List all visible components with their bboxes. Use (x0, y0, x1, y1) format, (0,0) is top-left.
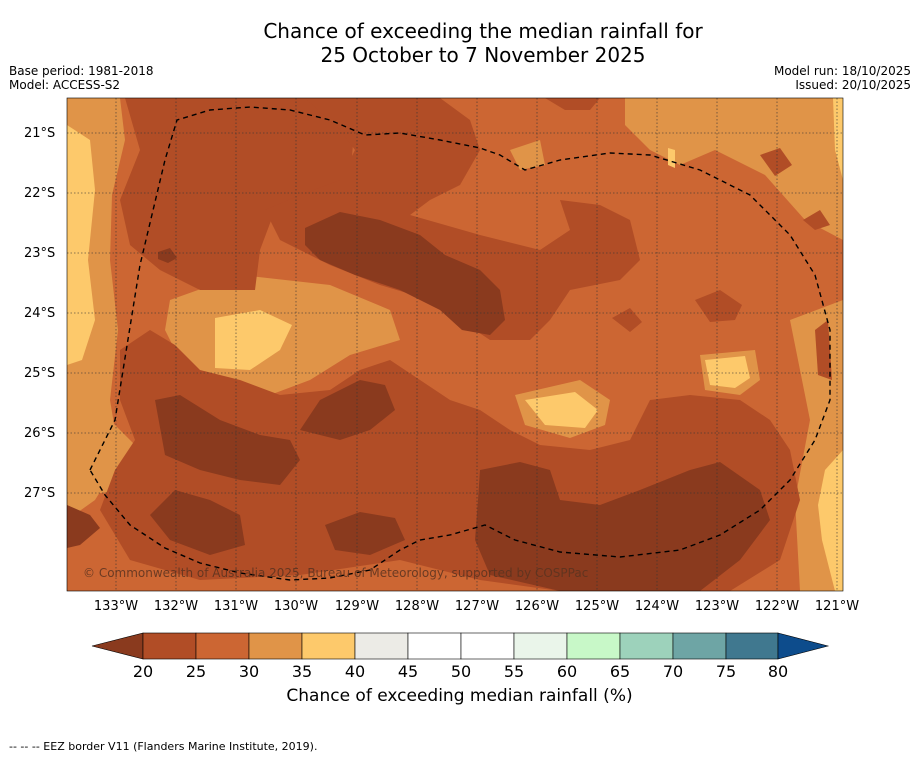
colorbar-60-65 (566, 632, 621, 660)
lat-label-23s: 23°S (24, 246, 56, 261)
lon-label-133w: 133°W (93, 599, 139, 614)
title-line-2: 25 October to 7 November 2025 (320, 43, 646, 67)
colorbar-20-25 (142, 632, 197, 660)
shade-35-40-right (705, 356, 750, 388)
lon-label-123w: 123°W (694, 599, 740, 614)
lon-label-131w: 131°W (213, 599, 259, 614)
colorbar (91, 632, 830, 660)
shade-20-25-rightedge (815, 320, 832, 380)
map-shading (67, 98, 843, 591)
shade-35-40-east (833, 98, 843, 180)
colorbar-tick-20: 20 (132, 662, 154, 681)
lon-label-132w: 132°W (153, 599, 199, 614)
shade-below-20-center (300, 380, 395, 440)
lon-label-121w: 121°W (814, 599, 860, 614)
shade-below-20-southwest (150, 490, 245, 555)
colorbar-tick-75: 75 (715, 662, 737, 681)
lon-label-128w: 128°W (394, 599, 440, 614)
shade-35-40-west (67, 125, 95, 365)
colorbar-40-45 (354, 632, 409, 660)
colorbar-below-20-arrow (91, 632, 144, 660)
colorbar-tick-25: 25 (185, 662, 207, 681)
colorbar-75-80 (725, 632, 779, 660)
colorbar-tick-60: 60 (556, 662, 578, 681)
lat-label-27s: 27°S (24, 486, 56, 501)
shade-20-25-band (265, 98, 640, 340)
lon-label-125w: 125°W (574, 599, 620, 614)
lon-label-129w: 129°W (334, 599, 380, 614)
colorbar-tick-65: 65 (609, 662, 631, 681)
shade-30-35-bay (510, 140, 545, 170)
colorbar-tick-35: 35 (291, 662, 313, 681)
lat-label-25s: 25°S (24, 366, 56, 381)
shade-20-25-rightpatch (695, 290, 742, 322)
shade-20-25-northwest (120, 98, 355, 290)
model-text: Model: ACCESS-S2 (9, 78, 121, 92)
lat-label-26s: 26°S (24, 426, 56, 441)
shade-below-20-edge (67, 505, 100, 548)
colorbar-35-40 (301, 632, 356, 660)
model-run-text: Model run: 18/10/2025 (773, 64, 911, 78)
colorbar-25-30 (195, 632, 250, 660)
shade-35-40-southeast (818, 450, 843, 591)
colorbar-tick-55: 55 (503, 662, 525, 681)
colorbar-tick-80: 80 (767, 662, 789, 681)
colorbar-tick-70: 70 (662, 662, 684, 681)
eez-border-line (89, 106, 831, 581)
shade-below-20-west (155, 395, 300, 485)
shade-20-25-eastspot2 (803, 210, 830, 230)
colorbar-55-60 (513, 632, 568, 660)
colorbar-70-75 (672, 632, 727, 660)
eez-footnote: -- -- -- EEZ border V11 (Flanders Marine… (9, 740, 318, 753)
colorbar-65-70 (619, 632, 674, 660)
metadata-left: Base period: 1981-2018 Model: ACCESS-S2 (9, 64, 154, 92)
lat-label-24s: 24°S (24, 306, 56, 321)
lon-label-124w: 124°W (634, 599, 680, 614)
lat-label-22s: 22°S (24, 186, 56, 201)
shade-35-40-center (215, 310, 292, 370)
shade-below-20-spot (158, 248, 177, 263)
copyright-notice: © Commonwealth of Australia 2025, Bureau… (83, 566, 589, 580)
colorbar-30-35 (248, 632, 303, 660)
lat-label-21s: 21°S (24, 126, 56, 141)
colorbar-tick-30: 30 (238, 662, 260, 681)
lon-label-126w: 126°W (514, 599, 560, 614)
shade-20-25-centerspot (612, 308, 642, 332)
lon-label-127w: 127°W (454, 599, 500, 614)
base-period-text: Base period: 1981-2018 (9, 64, 154, 78)
shade-35-40-central (525, 392, 598, 428)
lon-label-122w: 122°W (754, 599, 800, 614)
issued-text: Issued: 20/10/2025 (795, 78, 911, 92)
shade-35-40-islet (668, 148, 675, 168)
shade-below-20-bottom (325, 512, 405, 555)
colorbar-45-50 (407, 632, 462, 660)
shade-20-25-top (545, 98, 600, 110)
colorbar-tick-50: 50 (450, 662, 472, 681)
title-line-1: Chance of exceeding the median rainfall … (263, 19, 703, 43)
colorbar-above-80-arrow (777, 632, 830, 660)
colorbar-tick-40: 40 (344, 662, 366, 681)
lon-label-130w: 130°W (273, 599, 319, 614)
metadata-right: Model run: 18/10/2025 Issued: 20/10/2025 (774, 64, 911, 92)
chart-title: Chance of exceeding the median rainfall … (0, 19, 919, 67)
shade-below-20-north (305, 212, 505, 335)
map-frame (66, 97, 844, 592)
shade-20-25-eastspot (760, 148, 792, 176)
colorbar-title: Chance of exceeding median rainfall (%) (286, 686, 633, 706)
shade-below-20-south (475, 462, 770, 591)
colorbar-tick-45: 45 (397, 662, 419, 681)
shade-30-35-northeast (625, 98, 843, 240)
colorbar-50-55 (460, 632, 515, 660)
